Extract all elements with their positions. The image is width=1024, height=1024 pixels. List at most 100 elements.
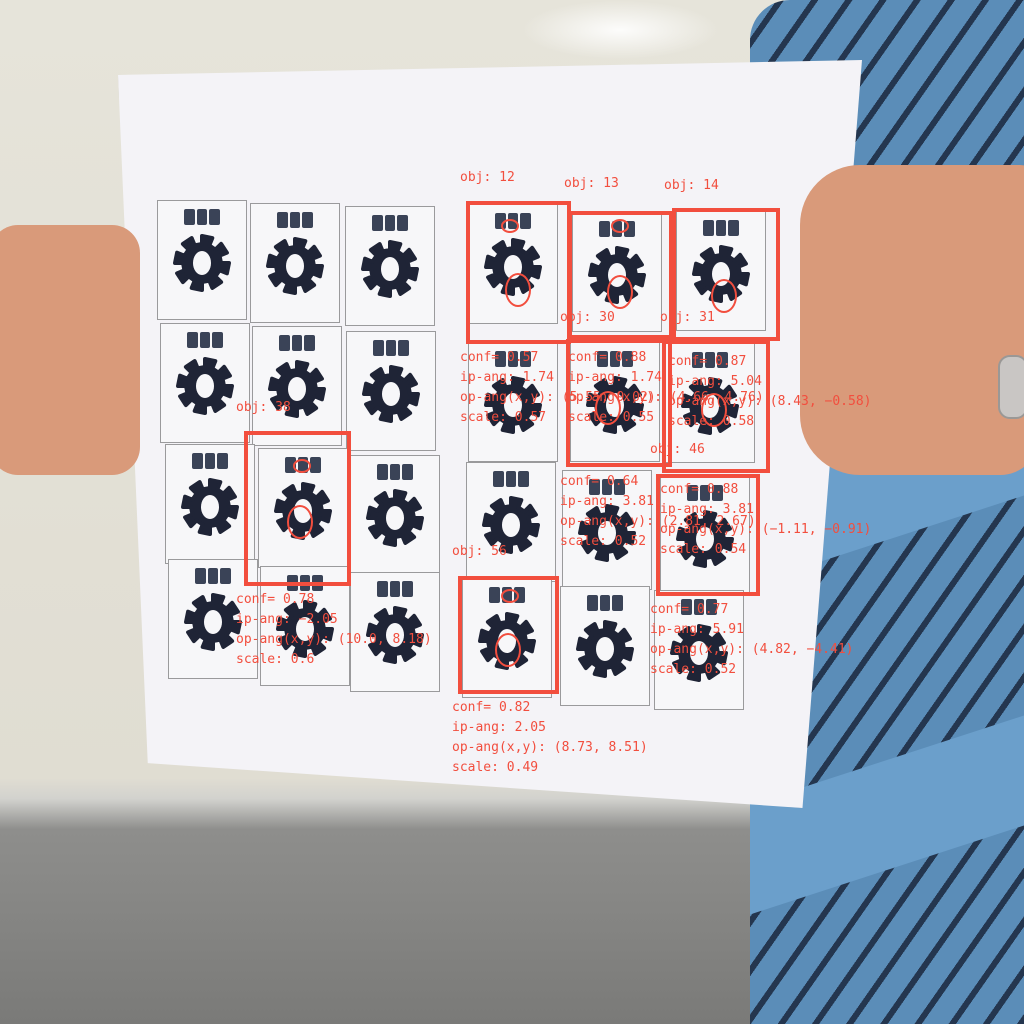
pose-line: op-ang(x,y): (4.66, 4.76) [568,390,764,405]
printed-tile [350,572,440,692]
center-marker [287,505,313,539]
obj-label-56: obj: 56 [452,544,507,559]
center-marker [607,275,633,309]
gear-icon [482,496,540,554]
detection-box-30 [566,339,672,467]
printed-tile [350,455,440,575]
center-marker [611,219,629,233]
gear-icon [362,365,420,423]
pose-line: conf= 0.88 [568,350,647,365]
pose-line: ip-ang: 2.05 [452,720,546,735]
left-hand [0,225,140,475]
center-marker [595,391,621,425]
bars-icon [687,485,724,501]
obj-label-13: obj: 13 [564,176,619,191]
pose-line: op-ang(x,y): (5.55, 9.02) [460,390,656,405]
gear-icon [484,376,542,434]
pose-line: op-ang(x,y): (8.73, 8.51) [452,740,648,755]
gear-icon [576,620,634,678]
bars-icon [372,215,409,231]
pose-line: ip-ang: 1.74 [460,370,554,385]
bars-icon [703,220,740,236]
wall-light-reflection [520,0,720,60]
pose-line: ip-ang: 5.91 [650,622,744,637]
center-marker [495,633,521,667]
printed-tile [346,331,436,451]
printed-tile [168,559,258,679]
center-marker [293,459,311,473]
bars-icon [681,599,718,615]
gear-icon [276,600,334,658]
gear-icon [670,624,728,682]
gear-icon [676,510,734,568]
pose-line: op-ang(x,y): (−1.11, −0.91) [660,522,872,537]
pose-block-31: conf= 0.88 ip-ang: 1.74 op-ang(x,y): (4.… [568,348,764,428]
gear-icon [268,360,326,418]
obj-label-30: obj: 30 [560,310,615,325]
pose-line: scale: 0.52 [560,534,647,549]
detection-box-14 [672,208,780,341]
center-marker [701,393,727,427]
bars-icon [589,479,626,495]
bars-icon [493,471,530,487]
pose-block-46: conf= 0.87 ip-ang: 5.04 op-ang(x,y): (8.… [668,352,872,432]
pose-line: conf= 0.87 [668,354,747,369]
pose-line: conf= 0.88 [660,482,739,497]
pose-line: ip-ang: 5.04 [668,374,762,389]
finger-ring [998,355,1024,419]
pose-line: ip-ang: −2.05 [236,612,338,627]
pose-block-a: conf= 0.88 ip-ang: 3.81 op-ang(x,y): (−1… [660,480,871,560]
printed-tile [665,343,755,463]
center-marker [711,279,737,313]
gear-icon [184,593,242,651]
obj-label-38: obj: 38 [236,400,291,415]
pose-line: scale: 0.54 [660,542,747,557]
printed-tile [466,462,556,582]
pose-block-56: conf= 0.64 ip-ang: 3.81 op-ang(x,y): (2.… [560,472,756,552]
pose-block-b: conf= 0.77 ip-ang: 5.91 op-ang(x,y): (4.… [650,600,854,680]
detection-box-38 [244,431,351,586]
gear-icon [266,237,324,295]
pose-block-38: conf= 0.78 ip-ang: −2.05 op-ang(x,y): (1… [236,590,432,670]
bars-icon [597,351,634,367]
obj-label-46: obj: 46 [650,442,705,457]
pose-line: conf= 0.82 [452,700,531,715]
printed-tile [654,590,744,710]
pose-line: scale: 0.49 [452,760,539,775]
center-marker [501,219,519,233]
bars-icon [495,351,532,367]
gear-icon [361,240,419,298]
detection-box-31 [662,340,770,473]
gear-icon [176,357,234,415]
bars-icon [377,464,414,480]
bars-icon [187,332,224,348]
printed-tile [560,586,650,706]
detection-box-46 [656,474,760,596]
printed-tile [160,323,250,443]
gear-icon [366,606,424,664]
pose-line: ip-ang: 3.81 [660,502,754,517]
pose-line: conf= 0.57 [460,350,539,365]
bars-icon [195,568,232,584]
pose-line: conf= 0.77 [650,602,729,617]
gear-icon [366,489,424,547]
pose-line: scale: 0.52 [650,662,737,677]
pose-line: conf= 0.78 [236,592,315,607]
bars-icon [279,335,316,351]
bars-icon [277,212,314,228]
pose-line: op-ang(x,y): (10.0, 8.18) [236,632,432,647]
gear-icon [578,504,636,562]
detection-box-13 [568,211,673,339]
gear-icon [173,234,231,292]
obj-label-31: obj: 31 [660,310,715,325]
bars-icon [377,581,414,597]
pose-line: conf= 0.64 [560,474,639,489]
printed-tile [165,444,255,564]
obj-label-12: obj: 12 [460,170,515,185]
right-hand [800,165,1024,475]
center-marker [501,589,519,603]
pose-block-c: conf= 0.82 ip-ang: 2.05 op-ang(x,y): (8.… [452,698,648,778]
bars-icon [192,453,229,469]
pose-line: scale: 0.58 [668,414,755,429]
